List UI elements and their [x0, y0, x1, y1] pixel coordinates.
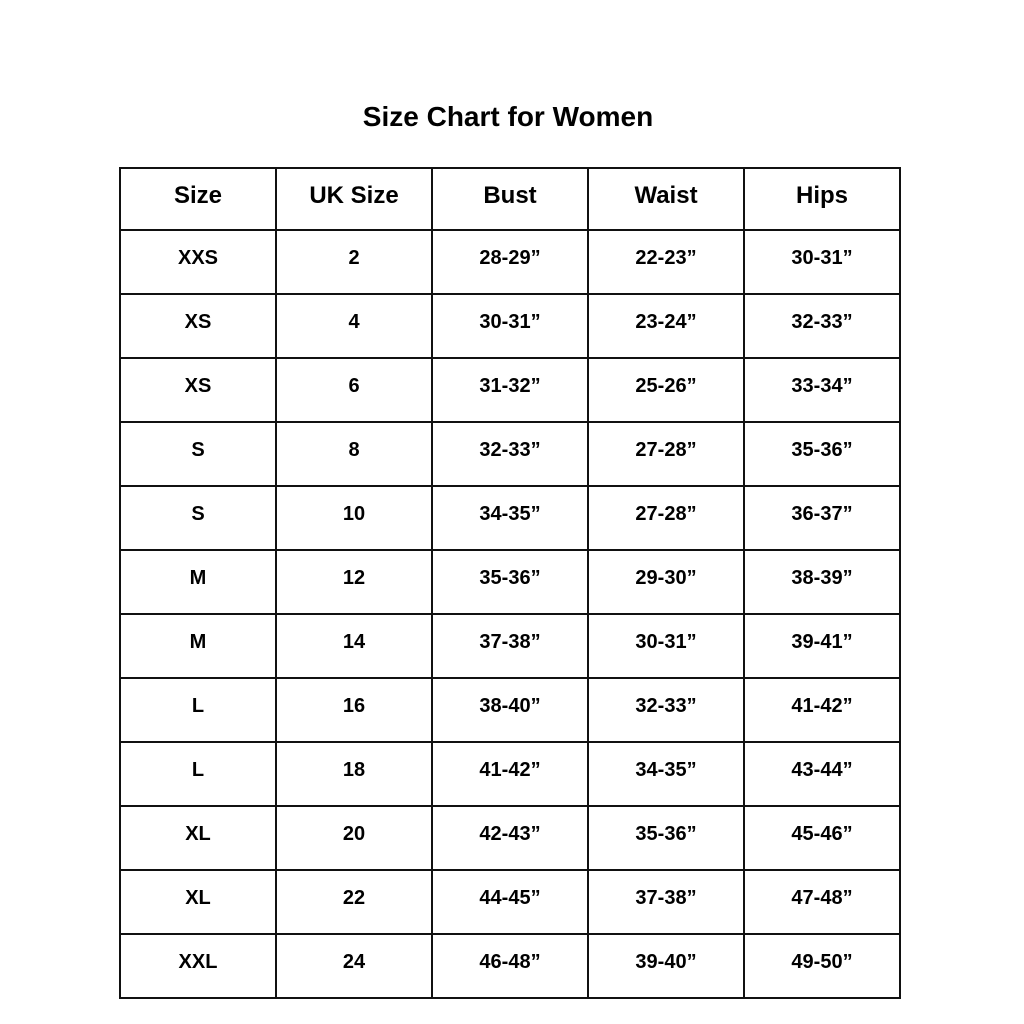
- cell-waist: 23-24”: [587, 293, 745, 359]
- cell-hips: 41-42”: [743, 677, 901, 743]
- cell-bust: 42-43”: [431, 805, 589, 871]
- cell-waist: 34-35”: [587, 741, 745, 807]
- cell-size: XXS: [119, 229, 277, 295]
- cell-hips: 43-44”: [743, 741, 901, 807]
- cell-bust: 34-35”: [431, 485, 589, 551]
- cell-bust: 38-40”: [431, 677, 589, 743]
- cell-bust: 37-38”: [431, 613, 589, 679]
- table-body: XXS 2 28-29” 22-23” 30-31” XS 4 30-31” 23-24” 32-…: [119, 229, 901, 999]
- cell-size: S: [119, 421, 277, 487]
- table-row: XL 22 44-45” 37-38” 47-48”: [119, 869, 901, 935]
- cell-uk-size: 14: [275, 613, 433, 679]
- cell-hips: 32-33”: [743, 293, 901, 359]
- cell-hips: 45-46”: [743, 805, 901, 871]
- cell-uk-size: 16: [275, 677, 433, 743]
- cell-bust: 35-36”: [431, 549, 589, 615]
- cell-waist: 27-28”: [587, 485, 745, 551]
- cell-size: XXL: [119, 933, 277, 999]
- cell-bust: 41-42”: [431, 741, 589, 807]
- table-row: M 12 35-36” 29-30” 38-39”: [119, 549, 901, 615]
- cell-uk-size: 24: [275, 933, 433, 999]
- cell-hips: 38-39”: [743, 549, 901, 615]
- cell-uk-size: 20: [275, 805, 433, 871]
- cell-size: XS: [119, 293, 277, 359]
- cell-hips: 36-37”: [743, 485, 901, 551]
- cell-uk-size: 12: [275, 549, 433, 615]
- cell-waist: 37-38”: [587, 869, 745, 935]
- cell-size: XS: [119, 357, 277, 423]
- cell-bust: 32-33”: [431, 421, 589, 487]
- cell-bust: 44-45”: [431, 869, 589, 935]
- table-row: L 16 38-40” 32-33” 41-42”: [119, 677, 901, 743]
- cell-hips: 30-31”: [743, 229, 901, 295]
- cell-waist: 39-40”: [587, 933, 745, 999]
- cell-uk-size: 2: [275, 229, 433, 295]
- header-size: Size: [119, 167, 277, 231]
- table-row: XS 6 31-32” 25-26” 33-34”: [119, 357, 901, 423]
- cell-bust: 30-31”: [431, 293, 589, 359]
- cell-size: L: [119, 741, 277, 807]
- cell-hips: 39-41”: [743, 613, 901, 679]
- table-row: XL 20 42-43” 35-36” 45-46”: [119, 805, 901, 871]
- cell-uk-size: 8: [275, 421, 433, 487]
- table-row: L 18 41-42” 34-35” 43-44”: [119, 741, 901, 807]
- cell-uk-size: 4: [275, 293, 433, 359]
- cell-waist: 25-26”: [587, 357, 745, 423]
- cell-bust: 46-48”: [431, 933, 589, 999]
- cell-hips: 47-48”: [743, 869, 901, 935]
- cell-size: L: [119, 677, 277, 743]
- cell-bust: 31-32”: [431, 357, 589, 423]
- cell-uk-size: 6: [275, 357, 433, 423]
- cell-waist: 27-28”: [587, 421, 745, 487]
- table-row: S 10 34-35” 27-28” 36-37”: [119, 485, 901, 551]
- page-title: Size Chart for Women: [362, 101, 654, 132]
- size-chart-table: Size UK Size Bust Waist Hips XXS 2 28-29” 2…: [119, 167, 901, 999]
- table-row: XXS 2 28-29” 22-23” 30-31”: [119, 229, 901, 295]
- cell-waist: 35-36”: [587, 805, 745, 871]
- cell-waist: 29-30”: [587, 549, 745, 615]
- table-row: S 8 32-33” 27-28” 35-36”: [119, 421, 901, 487]
- cell-uk-size: 18: [275, 741, 433, 807]
- table-row: XS 4 30-31” 23-24” 32-33”: [119, 293, 901, 359]
- header-hips: Hips: [743, 167, 901, 231]
- cell-size: M: [119, 549, 277, 615]
- cell-waist: 32-33”: [587, 677, 745, 743]
- cell-size: XL: [119, 805, 277, 871]
- cell-size: M: [119, 613, 277, 679]
- table-row: M 14 37-38” 30-31” 39-41”: [119, 613, 901, 679]
- cell-size: XL: [119, 869, 277, 935]
- cell-hips: 33-34”: [743, 357, 901, 423]
- cell-size: S: [119, 485, 277, 551]
- header-uk-size: UK Size: [275, 167, 433, 231]
- table-header-row: Size UK Size Bust Waist Hips: [119, 167, 901, 231]
- cell-hips: 35-36”: [743, 421, 901, 487]
- cell-uk-size: 22: [275, 869, 433, 935]
- cell-uk-size: 10: [275, 485, 433, 551]
- header-waist: Waist: [587, 167, 745, 231]
- cell-waist: 22-23”: [587, 229, 745, 295]
- header-bust: Bust: [431, 167, 589, 231]
- table-row: XXL 24 46-48” 39-40” 49-50”: [119, 933, 901, 999]
- cell-waist: 30-31”: [587, 613, 745, 679]
- cell-hips: 49-50”: [743, 933, 901, 999]
- cell-bust: 28-29”: [431, 229, 589, 295]
